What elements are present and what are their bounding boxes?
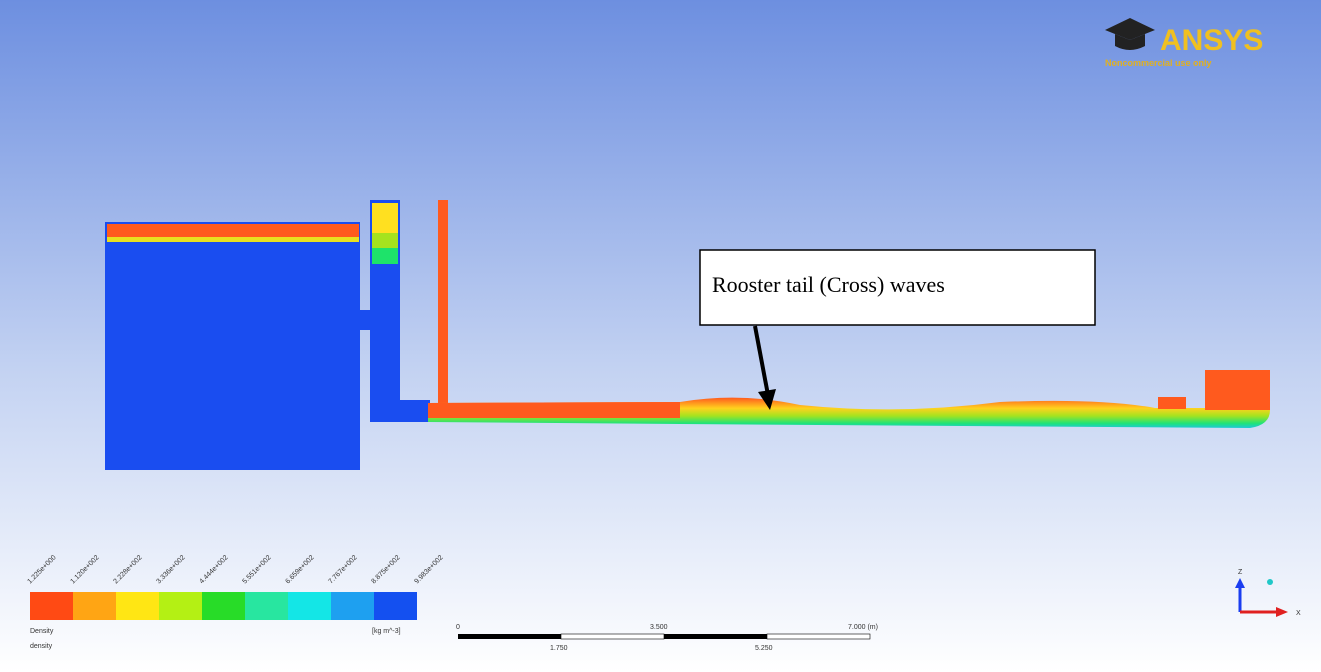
tank-interface [107, 237, 359, 242]
legend-swatch [374, 592, 417, 620]
scale-segment [458, 634, 561, 639]
outlet-box [1205, 370, 1270, 410]
viewport: ANSYS Noncommercial use only Rooster tai… [0, 0, 1321, 672]
logo-brand: ANSYS [1160, 24, 1263, 57]
legend-field: density [30, 643, 53, 650]
legend-swatch [116, 592, 159, 620]
callout-text: Rooster tail (Cross) waves [712, 272, 945, 297]
legend-swatch [288, 592, 331, 620]
scale-segment [664, 634, 767, 639]
axis-label: Z [1238, 569, 1243, 576]
scale-label: 7.000 (m) [848, 624, 878, 631]
legend-variable: Density [30, 628, 54, 635]
tank-connector [358, 310, 372, 330]
scale-segment [767, 634, 870, 639]
axis-label: X [1296, 610, 1301, 617]
legend-unit: [kg m^-3] [372, 628, 401, 635]
legend-swatch [202, 592, 245, 620]
legend-swatch [159, 592, 202, 620]
column-low [372, 248, 398, 264]
vertical-pipe [438, 200, 448, 405]
legend-swatch [30, 592, 73, 620]
legend-swatch [73, 592, 116, 620]
scale-label: 3.500 [650, 624, 668, 631]
tank-air [107, 224, 359, 237]
logo-note: Noncommercial use only [1105, 58, 1212, 68]
column-top [372, 203, 398, 233]
elbow [400, 400, 430, 422]
column-mid [372, 233, 398, 248]
step [1158, 397, 1186, 409]
legend-swatch [245, 592, 288, 620]
scale-label: 1.750 [550, 645, 568, 652]
channel-jet [428, 402, 680, 418]
tank [105, 222, 360, 470]
legend-swatch [331, 592, 374, 620]
scale-label: 5.250 [755, 645, 773, 652]
scale-label: 0 [456, 624, 460, 631]
y-axis-dot [1267, 579, 1273, 585]
scale-segment [561, 634, 664, 639]
